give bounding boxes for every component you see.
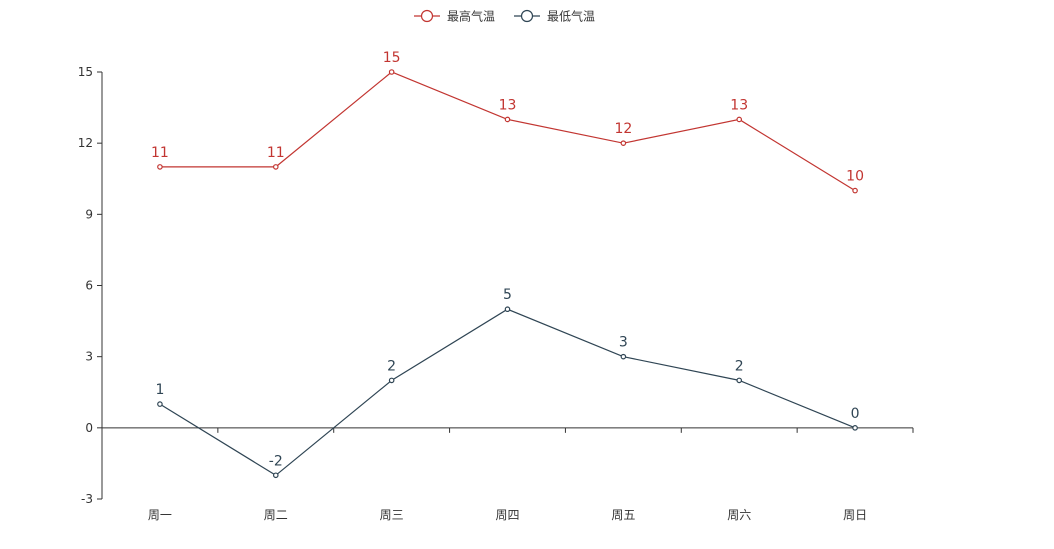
y-tick-label: 12 bbox=[78, 136, 93, 150]
series-layer: 11 11 15 13 12 13 10 1 -2 2 5 3 2 0 bbox=[151, 50, 864, 479]
legend-item-2: 最低气温 bbox=[514, 9, 595, 24]
legend: 最高气温 最低气温 bbox=[414, 9, 595, 24]
y-tick-label: 15 bbox=[78, 65, 93, 79]
data-label: 15 bbox=[383, 50, 401, 66]
data-label: 11 bbox=[151, 145, 169, 161]
data-point bbox=[272, 164, 279, 170]
y-tick-label: -3 bbox=[81, 492, 93, 506]
legend-marker bbox=[520, 9, 534, 23]
data-label: 5 bbox=[503, 287, 512, 303]
y-tick-label: 9 bbox=[85, 207, 93, 221]
x-tick-label: 周四 bbox=[495, 508, 519, 522]
y-tick-label: 3 bbox=[85, 350, 93, 364]
data-label: 2 bbox=[387, 358, 396, 374]
legend-label: 最低气温 bbox=[547, 9, 595, 24]
data-point bbox=[736, 116, 743, 123]
y-axis: -3 0 3 6 9 12 15 bbox=[78, 65, 103, 506]
data-point bbox=[852, 187, 858, 194]
series-2: 1 -2 2 5 3 2 0 bbox=[155, 287, 860, 479]
data-label: 2 bbox=[735, 358, 744, 374]
y-tick-label: 6 bbox=[85, 279, 93, 293]
data-point bbox=[620, 140, 627, 146]
data-label: 1 bbox=[155, 382, 164, 398]
series-line bbox=[159, 71, 856, 192]
series-1: 11 11 15 13 12 13 10 bbox=[151, 50, 864, 194]
x-tick-label: 周三 bbox=[380, 508, 404, 522]
data-point bbox=[504, 306, 511, 313]
x-tick-label: 周二 bbox=[264, 508, 288, 522]
data-point bbox=[504, 116, 511, 123]
data-point bbox=[620, 353, 627, 360]
x-axis: 周一 周二 周三 周四 周五 周六 周日 bbox=[101, 427, 914, 522]
data-label: 3 bbox=[619, 335, 628, 351]
data-label: -2 bbox=[269, 453, 283, 469]
legend-item-1: 最高气温 bbox=[414, 9, 495, 24]
x-tick-label: 周日 bbox=[843, 508, 867, 522]
x-tick-label: 周六 bbox=[727, 508, 751, 522]
x-tick-label: 周五 bbox=[611, 508, 635, 522]
data-point bbox=[736, 377, 743, 384]
data-label: 11 bbox=[267, 145, 285, 161]
series-line bbox=[159, 308, 856, 477]
data-label: 13 bbox=[499, 97, 517, 113]
legend-marker bbox=[420, 9, 434, 23]
data-point bbox=[157, 164, 163, 170]
data-point bbox=[157, 401, 163, 407]
y-tick-label: 0 bbox=[85, 421, 93, 435]
data-label: 0 bbox=[851, 406, 860, 422]
data-label: 13 bbox=[730, 97, 748, 113]
data-point bbox=[388, 377, 395, 384]
x-tick-label: 周一 bbox=[148, 508, 172, 522]
data-point bbox=[852, 425, 858, 431]
data-label: 10 bbox=[846, 169, 864, 185]
data-point bbox=[272, 472, 279, 479]
data-point bbox=[388, 69, 395, 75]
legend-label: 最高气温 bbox=[447, 9, 495, 24]
data-label: 12 bbox=[614, 121, 632, 137]
